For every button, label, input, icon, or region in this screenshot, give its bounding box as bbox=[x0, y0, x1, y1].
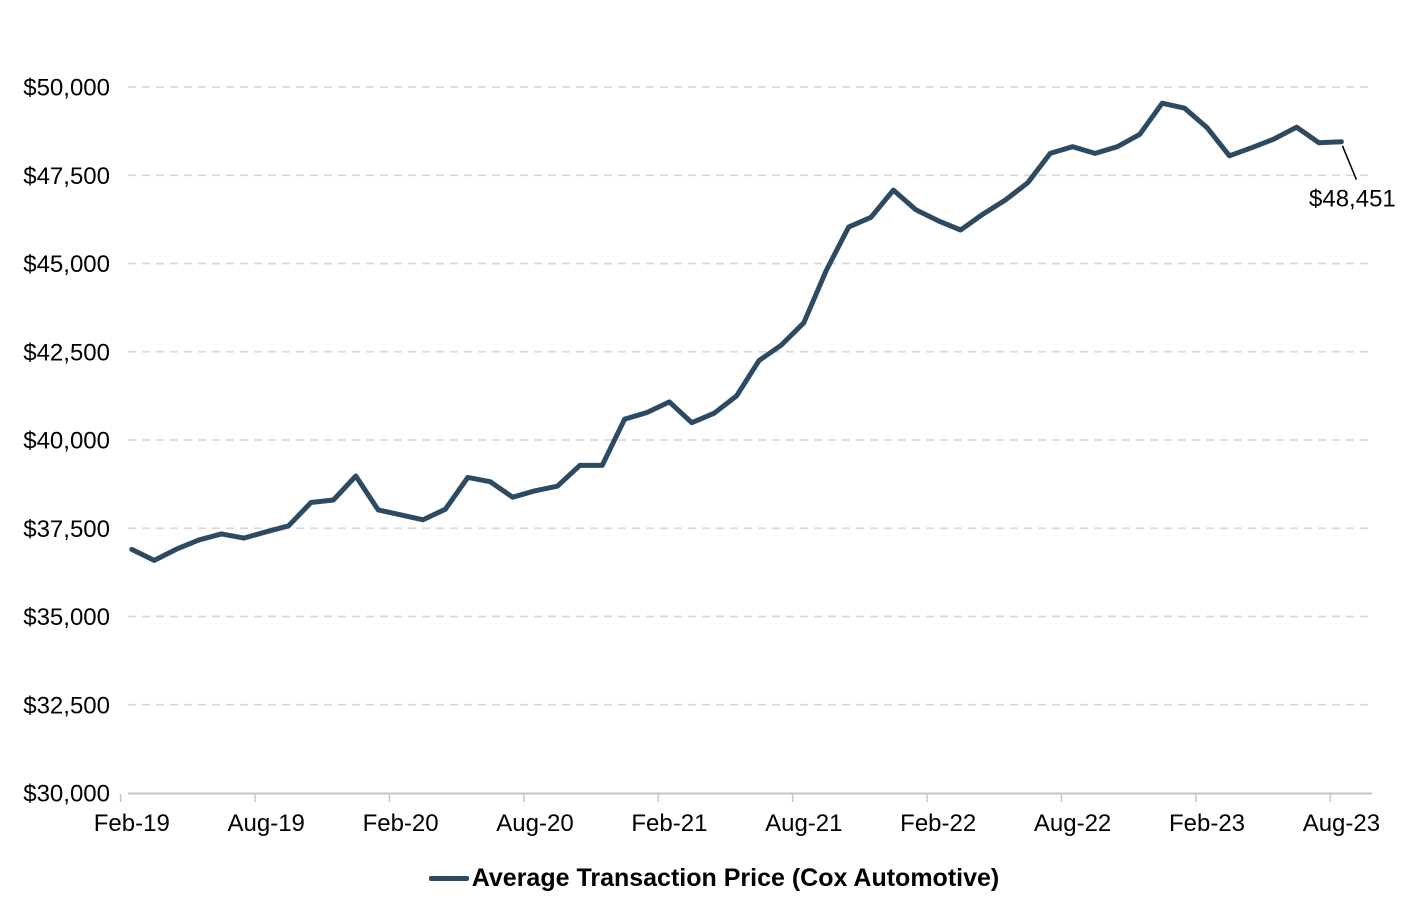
price-line bbox=[129, 100, 1344, 563]
x-axis-tick-label: Feb-20 bbox=[363, 810, 439, 837]
y-axis-tick-label: $30,000 bbox=[23, 781, 110, 808]
x-axis-tick-label: Aug-20 bbox=[496, 810, 573, 837]
annotation-label: $48,451 bbox=[1309, 186, 1396, 213]
legend-label: Average Transaction Price (Cox Automotiv… bbox=[471, 864, 1000, 892]
x-axis-tick-label: Aug-19 bbox=[228, 810, 305, 837]
y-axis-tick-label: $37,500 bbox=[23, 516, 110, 543]
x-axis-tick-label: Feb-23 bbox=[1169, 810, 1245, 837]
y-axis-tick-label: $50,000 bbox=[23, 75, 110, 102]
x-axis-tick-label: Aug-22 bbox=[1034, 810, 1111, 837]
x-axis-tick-label: Aug-23 bbox=[1303, 810, 1380, 837]
y-axis-tick-label: $40,000 bbox=[23, 428, 110, 455]
legend: Average Transaction Price (Cox Automotiv… bbox=[0, 864, 1428, 893]
y-axis-tick-label: $35,000 bbox=[23, 604, 110, 631]
x-axis-tick-label: Feb-22 bbox=[900, 810, 976, 837]
x-axis-tick-label: Feb-21 bbox=[631, 810, 707, 837]
y-axis-tick-label: $45,000 bbox=[23, 251, 110, 278]
annotation-leader-line bbox=[1341, 145, 1358, 180]
y-axis-tick-label: $47,500 bbox=[23, 163, 110, 190]
x-axis-tick-label: Aug-21 bbox=[765, 810, 842, 837]
y-axis-tick-label: $32,500 bbox=[23, 692, 110, 719]
legend-line-swatch bbox=[428, 876, 469, 881]
x-axis-tick-label: Feb-19 bbox=[94, 810, 170, 837]
y-axis-tick-label: $42,500 bbox=[23, 339, 110, 366]
